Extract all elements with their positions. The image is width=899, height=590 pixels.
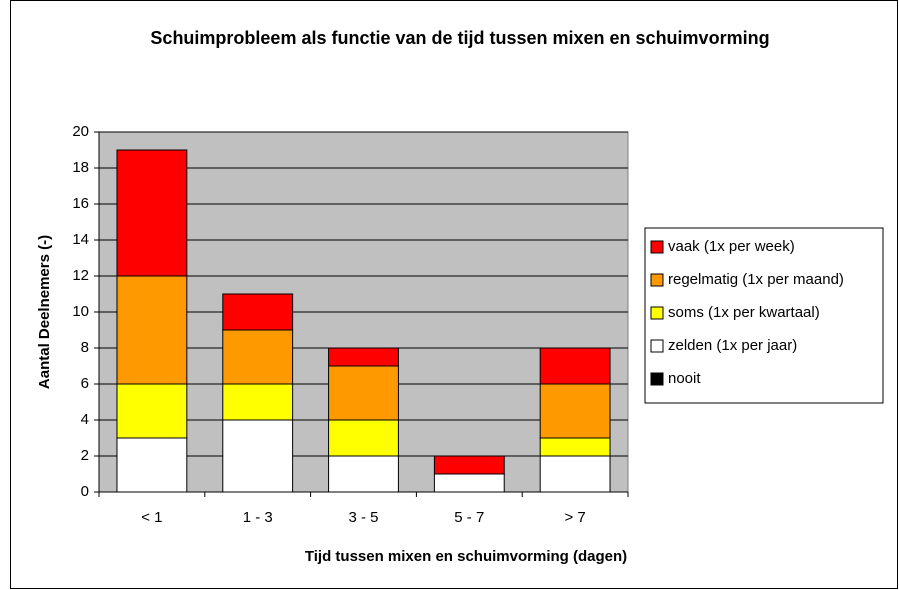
bar-segment: [328, 419, 399, 457]
y-tick-label: 20: [72, 123, 89, 140]
bar-segment: [116, 149, 188, 277]
bar-segment: [328, 455, 399, 493]
bar-segment: [222, 419, 294, 493]
bar-segment: [222, 293, 294, 331]
legend-label: regelmatig (1x per maand): [668, 271, 844, 288]
x-tick-label: 5 - 7: [454, 509, 484, 526]
y-tick-label: 4: [81, 411, 89, 428]
x-tick-label: < 1: [141, 509, 162, 526]
bar-segment: [328, 347, 399, 367]
x-tick-label: 3 - 5: [348, 509, 378, 526]
bar-segment: [116, 275, 188, 385]
legend-label: zelden (1x per jaar): [668, 337, 797, 354]
bar-segment: [433, 455, 505, 475]
legend-swatch: [650, 339, 664, 353]
x-tick-label: 1 - 3: [243, 509, 273, 526]
y-tick-label: 16: [72, 195, 89, 212]
bar-segment: [539, 347, 611, 385]
y-tick-label: 2: [81, 447, 89, 464]
legend-label: soms (1x per kwartaal): [668, 304, 820, 321]
bar-segment: [539, 455, 611, 493]
legend-swatch: [650, 306, 664, 320]
bar-segment: [433, 473, 505, 493]
bar-segment: [539, 383, 611, 439]
legend-swatch: [650, 240, 664, 254]
bar-segment: [222, 383, 294, 421]
bar-segment: [539, 437, 611, 457]
legend-swatch: [650, 273, 664, 287]
bar-segment: [116, 383, 188, 439]
x-tick-label: > 7: [564, 509, 585, 526]
legend-label: nooit: [668, 370, 701, 387]
bar-segment: [328, 365, 399, 421]
y-tick-label: 8: [81, 339, 89, 356]
y-tick-label: 6: [81, 375, 89, 392]
y-tick-label: 18: [72, 159, 89, 176]
y-axis-title: Aantal Deelnemers (-): [36, 235, 53, 389]
bar-segment: [116, 437, 188, 493]
y-tick-label: 14: [72, 231, 89, 248]
y-tick-label: 12: [72, 267, 89, 284]
legend-swatch: [650, 372, 664, 386]
bar-segment: [222, 329, 294, 385]
y-tick-label: 0: [81, 483, 89, 500]
y-tick-label: 10: [72, 303, 89, 320]
legend-box: [644, 227, 884, 404]
chart-title: Schuimprobleem als functie van de tijd t…: [150, 28, 770, 48]
legend-label: vaak (1x per week): [668, 238, 795, 255]
x-axis-title: Tijd tussen mixen en schuimvorming (dage…: [305, 548, 627, 565]
